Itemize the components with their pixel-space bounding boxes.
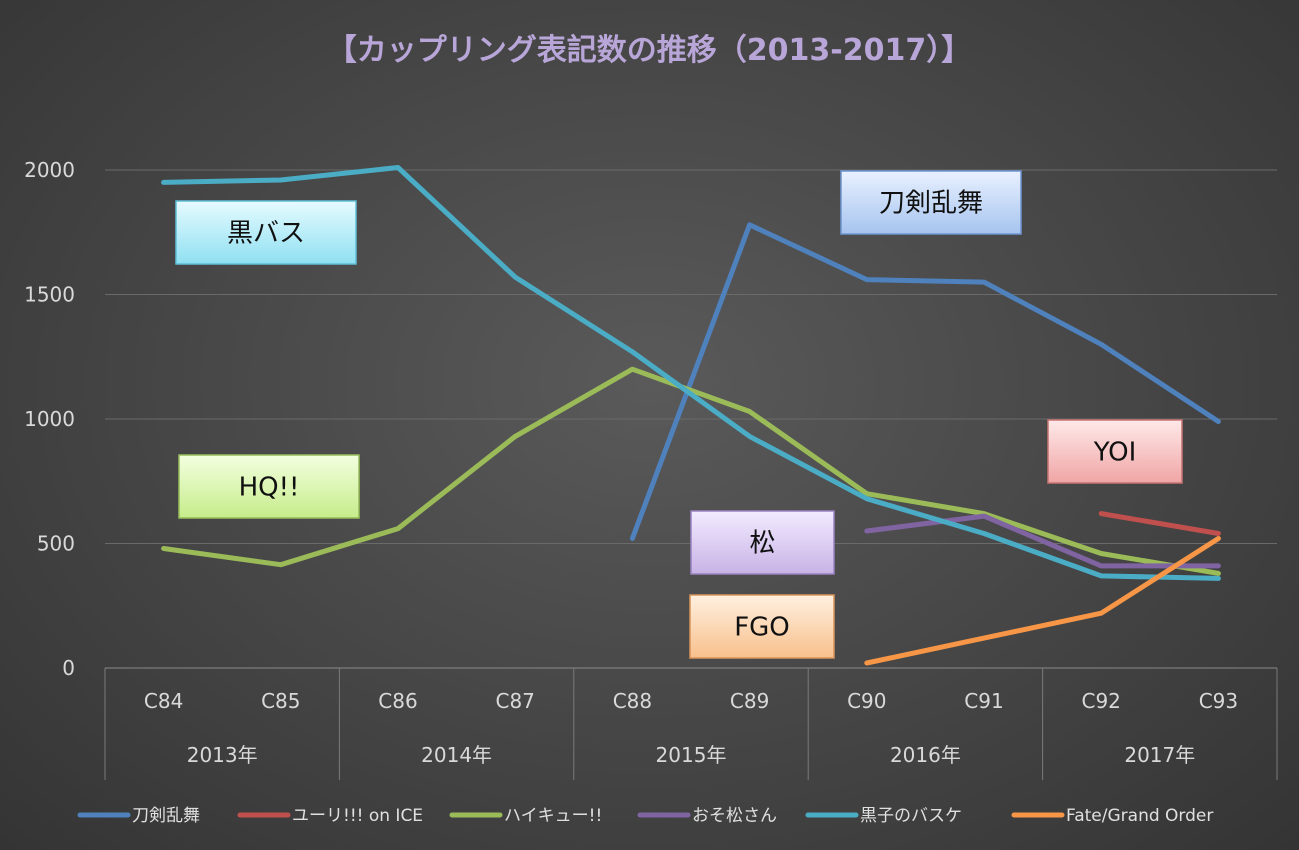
x-tick-label: C90: [847, 689, 886, 713]
legend: 刀剣乱舞 ユーリ!!! on ICE ハイキュー!! おそ松さん 黒子のバスケ Fate/…: [77, 806, 1213, 826]
x-tick-label: C89: [730, 689, 769, 713]
legend-item: ユーリ!!! on ICE: [237, 806, 423, 826]
x-tick-label: C86: [378, 689, 417, 713]
x-tick-label: C85: [261, 689, 300, 713]
series-line: [629, 222, 1221, 541]
annotation-label: 刀剣乱舞: [879, 189, 983, 219]
legend-item: おそ松さん: [637, 806, 777, 826]
legend-label: ユーリ!!! on ICE: [292, 806, 423, 826]
legend-item: 黒子のバスケ: [805, 806, 962, 826]
annotation-rect: [1047, 419, 1183, 484]
x-group-label: 2013年: [187, 743, 258, 767]
annotation-label: 松: [749, 529, 775, 559]
annotation-box: 松: [690, 510, 835, 575]
annotation-label: HQ!!: [239, 473, 300, 503]
y-tick-label: 500: [37, 532, 75, 556]
legend-item: ハイキュー!!: [449, 806, 602, 826]
x-tick-label: C91: [964, 689, 1003, 713]
annotation-label: YOI: [1093, 438, 1137, 468]
x-tick-label: C88: [613, 689, 652, 713]
x-group-label: 2014年: [421, 743, 492, 767]
series-line: [864, 536, 1221, 666]
y-tick-label: 0: [62, 656, 75, 680]
annotation-rect: [175, 200, 357, 265]
y-axis: 0 500 1000 1500 2000: [24, 158, 75, 680]
x-tick-label: C92: [1081, 689, 1120, 713]
x-tick-label: C87: [495, 689, 534, 713]
annotation-label: 黒バス: [227, 219, 305, 249]
legend-label: 黒子のバスケ: [860, 806, 962, 826]
chart-title: 【カップリング表記数の推移（2013-2017）】: [327, 33, 971, 68]
x-tick-label: C93: [1199, 689, 1238, 713]
x-group-label: 2017年: [1124, 743, 1195, 767]
series-line: [864, 513, 1221, 569]
annotations: 黒バス 刀剣乱舞 HQ!! YOI 松 FGO: [175, 170, 1183, 659]
annotation-box: 刀剣乱舞: [840, 170, 1022, 235]
annotation-rect: [178, 454, 360, 519]
x-group-label: 2016年: [890, 743, 961, 767]
annotation-rect: [840, 170, 1022, 235]
series-line: [161, 366, 1221, 576]
y-tick-label: 2000: [24, 158, 75, 182]
y-tick-label: 1000: [24, 407, 75, 431]
annotation-box: FGO: [689, 594, 835, 659]
series-line: [161, 165, 1221, 581]
y-tick-label: 1500: [24, 283, 75, 307]
legend-label: ハイキュー!!: [504, 806, 602, 826]
x-axis: 2013年 2014年 2015年 2016年 2017年 C84 C85 C86 C87 C88…: [104, 667, 1278, 780]
legend-item: Fate/Grand Order: [1011, 806, 1213, 826]
annotation-box: 黒バス: [175, 200, 357, 265]
legend-label: 刀剣乱舞: [132, 806, 200, 826]
annotation-rect: [689, 594, 835, 659]
series-line: [1098, 511, 1221, 536]
annotation-label: FGO: [734, 613, 790, 643]
annotation-box: HQ!!: [178, 454, 360, 519]
annotation-rect: [690, 510, 835, 575]
x-group-label: 2015年: [656, 743, 727, 767]
legend-label: Fate/Grand Order: [1066, 806, 1213, 826]
x-tick-label: C84: [144, 689, 183, 713]
series-lines: [161, 165, 1221, 666]
legend-label: おそ松さん: [692, 806, 777, 826]
annotation-box: YOI: [1047, 419, 1183, 484]
legend-item: 刀剣乱舞: [77, 806, 200, 826]
